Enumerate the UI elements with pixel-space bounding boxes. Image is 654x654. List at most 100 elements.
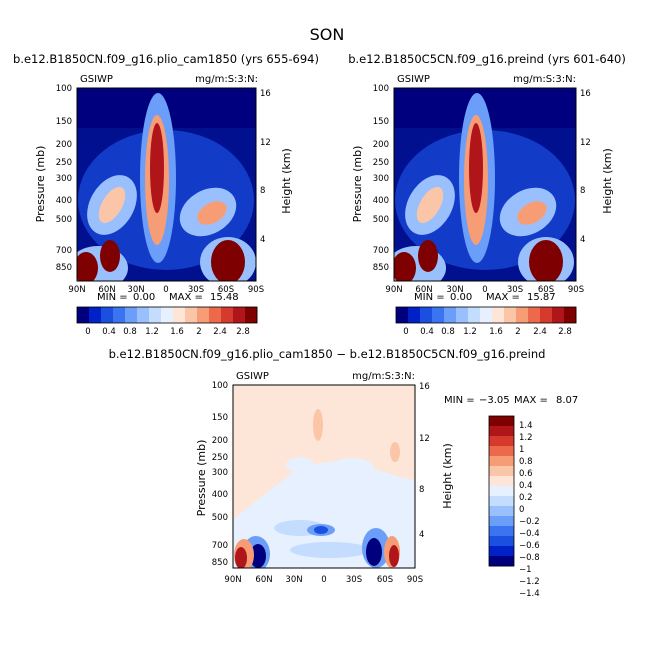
panel-2-frame [393,87,577,282]
panel-2-xtick: 60S [538,285,554,295]
panel-3-ytick: 150 [212,413,228,423]
panel-1-colorbar-label: 0.4 [102,327,116,337]
panel-1-colorbar-label: 1.2 [145,327,159,337]
panel-3-negative-upper [286,457,314,473]
panel-1-sh-low-blob [211,240,245,281]
panel-1-colorbar [76,306,258,324]
panel-3-colorbar-label: −0.8 [519,553,540,563]
panel-2-x-ticks: 90N 60N 30N 0 30S 60S 90S [385,285,584,295]
panel-1-ylabel-right: Height (km) [280,148,293,214]
panel-2-max-value: 15.87 [527,292,556,303]
panel-1-min-value: 0.00 [133,292,155,303]
panel-3-ytick: 200 [212,436,228,446]
panel-1-max-label: MAX = [169,292,203,303]
panel-1-nh-low-blob-a [77,252,98,281]
panel-1-xtick: 90N [68,285,85,295]
panel-2-yright-ticks: 16 12 8 4 [580,89,591,245]
colorbar-swatch [161,307,174,323]
panel-3-colorbar-label: −0.4 [519,529,540,539]
panel-3-positive-mid-blob [390,442,400,462]
panel-2-nh-midlat-core [416,186,444,224]
colorbar-swatch [489,486,514,497]
colorbar-swatch [489,436,514,447]
panel-1-yright-ticks: 16 12 8 4 [260,89,271,245]
panel-1-colorbar-label: 0 [85,327,90,337]
colorbar-frame [76,306,258,324]
panel-3-colorbar-label: 0.2 [519,493,533,503]
panel-2-colorbar-label: 0 [403,327,408,337]
panel-2-yright-tick: 12 [580,138,591,148]
panel-3-colorbar-label: 1.4 [519,421,533,431]
panel-2-nh-low-blob-b [418,240,438,272]
colorbar-swatch [492,307,505,323]
panel-3-yright-tick: 12 [419,434,430,444]
panel-1-yright-tick: 16 [260,89,271,99]
panel-3-ytick: 850 [212,558,228,568]
panel-3-x-ticks: 90N 60N 30N 0 30S 60S 90S [224,575,423,585]
panel-3-positive-upper-blob [313,409,323,441]
panel-2-title: b.e12.B1850C5CN.f09_g16.preind (yrs 601-… [348,52,626,66]
panel-2-ytick: 200 [373,140,389,150]
panel-2-y-ticks: 100 150 200 250 300 400 500 700 850 [373,84,389,273]
panel-3-neg-band-core [314,526,328,534]
panel-1-xtick: 90S [248,285,264,295]
panel-3-max-value: 8.07 [556,395,578,406]
panel-1-yright-tick: 8 [260,186,265,196]
panel-2-ytick: 150 [373,117,389,127]
colorbar-swatch [480,307,493,323]
panel-3-colorbar-label: 1.2 [519,433,533,443]
panel-1-xtick: 60S [218,285,234,295]
colorbar-swatch [489,456,514,467]
panel-2-xtick: 90N [385,285,402,295]
panel-1-ytick: 300 [56,174,72,184]
panel-3-colorbar-label: −1 [519,565,532,575]
panel-3-min-value: −3.05 [479,395,510,406]
colorbar-swatch [173,307,186,323]
panel-3-ytick: 100 [212,381,228,391]
panel-1-colorbar-label: 1.6 [170,327,184,337]
panel-3-negative-midlevel [330,458,374,478]
panel-3-xtick: 60S [377,575,393,585]
panel-1-colorbar-label: 2 [196,327,201,337]
colorbar-swatch [489,446,514,457]
panel-2-ytick: 400 [373,196,389,206]
panel-3-sh-low-neg-core [366,538,382,566]
colorbar-swatch [489,416,514,427]
panel-1-ytick: 700 [56,246,72,256]
panel-2-xtick: 30S [507,285,523,295]
colorbar-swatch [185,307,198,323]
panel-3-title: b.e12.B1850CN.f09_g16.plio_cam1850 − b.e… [109,347,546,361]
panel-2-yright-tick: 4 [580,235,585,245]
panel-1-xtick: 30S [188,285,204,295]
panel-2-xtick: 60N [415,285,432,295]
panel-3-ytick: 300 [212,468,228,478]
colorbar-swatch [233,307,246,323]
colorbar-swatch [564,307,577,323]
panel-1-corner-left: GSIWP [80,74,113,85]
panel-3-yright-tick: 8 [419,485,424,495]
panel-1-min-label: MIN = [97,292,128,303]
panel-3-max-label: MAX = [514,395,548,406]
panel-1-colorbar-labels: 0 0.4 0.8 1.2 1.6 2 2.4 2.8 [85,327,249,337]
panel-3-ytick: 500 [212,513,228,523]
colorbar-swatch [540,307,553,323]
colorbar-swatch [432,307,445,323]
panel-1-ytick: 850 [56,263,72,273]
colorbar-swatch [113,307,126,323]
panel-1-ytick: 150 [56,117,72,127]
panel-3-colorbar-label: 0.8 [519,457,533,467]
panel-3-frame [232,384,416,569]
panel-1-frame [76,87,257,282]
panel-1-yright-tick: 4 [260,235,265,245]
panel-2-colorbar-label: 2 [515,327,520,337]
colorbar-swatch [528,307,541,323]
panel-1-ytick: 500 [56,215,72,225]
panel-2-colorbar-label: 0.4 [420,327,434,337]
panel-1-x-ticks: 90N 60N 30N 0 30S 60S 90S [68,285,264,295]
panel-1: b.e12.B1850CN.f09_g16.plio_cam1850 (yrs … [13,52,319,337]
colorbar-swatch [197,307,210,323]
colorbar-frame [488,415,515,567]
panel-3-ytick: 400 [212,490,228,500]
panel-1-xtick: 60N [98,285,115,295]
panel-1-tropical-plume-core [150,123,164,213]
